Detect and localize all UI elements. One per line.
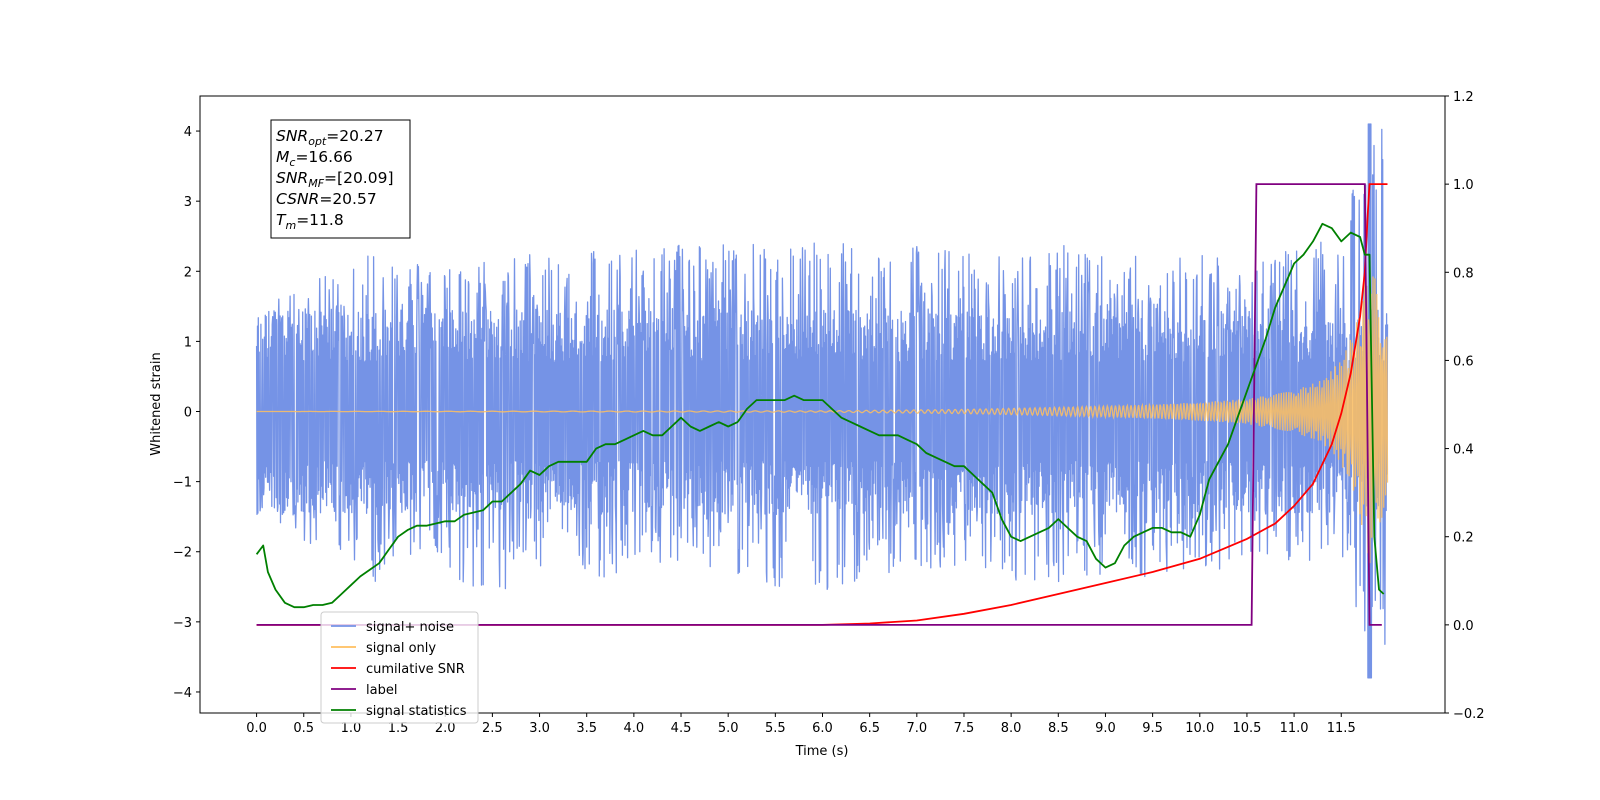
legend-entry-label: signal statistics xyxy=(366,704,467,719)
annotation-line: CSNR=20.57 xyxy=(276,190,377,208)
legend-entry-label: cumilative SNR xyxy=(366,662,465,677)
y-tick-label-right: 1.0 xyxy=(1453,178,1474,193)
series-layer xyxy=(255,123,1389,679)
y-tick-label-left: 4 xyxy=(184,125,192,140)
annotation-value: =[20.09] xyxy=(324,169,393,187)
x-tick-label: 10.5 xyxy=(1232,721,1261,736)
x-tick-label: 8.0 xyxy=(1001,721,1022,736)
x-tick-label: 2.5 xyxy=(482,721,503,736)
x-tick-label: 0.5 xyxy=(293,721,314,736)
y-tick-label-right: 0.4 xyxy=(1453,443,1474,458)
y-tick-label-left: 2 xyxy=(184,265,192,280)
series-label xyxy=(256,183,1382,626)
x-tick-label: 10.0 xyxy=(1185,721,1214,736)
y-tick-label-right: 0.8 xyxy=(1453,266,1474,281)
annotation-value: =20.27 xyxy=(326,127,383,145)
x-tick-label: 4.5 xyxy=(671,721,692,736)
left-y-axis: 4 3 2 1 0 −1 −2 −3 −4 xyxy=(173,125,200,701)
y-tick-label-left: 3 xyxy=(184,195,192,210)
annotation-line: SNRMF=[20.09] xyxy=(276,169,394,190)
y-tick-label-left: −2 xyxy=(173,546,192,561)
x-tick-label: 1.5 xyxy=(388,721,409,736)
x-tick-label: 9.0 xyxy=(1095,721,1116,736)
legend-entry-label: label xyxy=(366,683,397,698)
x-tick-label: 5.0 xyxy=(718,721,739,736)
x-tick-label: 0.0 xyxy=(246,721,267,736)
x-tick-label: 2.0 xyxy=(435,721,456,736)
x-tick-label: 6.0 xyxy=(812,721,833,736)
annotation-box: SNRopt=20.27Mc=16.66SNRMF=[20.09]CSNR=20… xyxy=(270,119,411,239)
annotation-value: =11.8 xyxy=(296,211,344,229)
y-tick-label-right: 0.2 xyxy=(1453,531,1474,546)
series-signal-plus-noise xyxy=(255,123,1389,679)
x-tick-label: 4.0 xyxy=(624,721,645,736)
x-axis-label: Time (s) xyxy=(795,744,849,759)
y-tick-label-left: −1 xyxy=(173,476,192,491)
series-signal-statistics xyxy=(255,222,1385,609)
y-tick-label-left: 0 xyxy=(184,406,192,421)
annotation-line: SNRopt=20.27 xyxy=(276,127,384,148)
annotation-variable: M xyxy=(276,148,289,166)
x-tick-label: 6.5 xyxy=(859,721,880,736)
right-y-axis: 1.2 1.0 0.8 0.6 0.4 0.2 0.0 −0.2 xyxy=(1445,90,1485,722)
legend-frame xyxy=(320,611,479,724)
annotation-subscript: opt xyxy=(308,135,327,148)
legend-entry-label: signal only xyxy=(366,641,436,656)
legend: signal+ noise signal only cumilative SNR la… xyxy=(320,611,479,724)
annotation-value: =20.57 xyxy=(319,190,376,208)
x-tick-label: 3.5 xyxy=(576,721,597,736)
y-tick-label-left: −3 xyxy=(173,616,192,631)
annotation-subscript: m xyxy=(285,219,296,232)
y-tick-label-right: 1.2 xyxy=(1453,90,1474,105)
annotation-variable: SNR xyxy=(276,169,308,187)
y-axis-label: Whitened strain xyxy=(149,352,164,455)
x-tick-label: 11.0 xyxy=(1280,721,1309,736)
x-tick-label: 3.0 xyxy=(529,721,550,736)
legend-entry-label: signal+ noise xyxy=(366,620,454,635)
y-tick-label-left: −4 xyxy=(173,686,192,701)
annotation-box-frame xyxy=(270,119,411,239)
y-tick-label-left: 1 xyxy=(184,335,192,350)
annotation-variable: T xyxy=(276,211,287,229)
x-axis: 0.0 0.5 1.0 1.5 2.0 2.5 3.0 3.5 4.0 4.5 5.0 5.5 6.0 6… xyxy=(246,713,1356,736)
annotation-value: =16.66 xyxy=(295,148,352,166)
y-tick-label-right: −0.2 xyxy=(1453,707,1485,722)
x-tick-label: 7.0 xyxy=(906,721,927,736)
annotation-variable: CSNR xyxy=(276,190,319,208)
x-tick-label: 9.5 xyxy=(1142,721,1163,736)
x-tick-label: 1.0 xyxy=(341,721,362,736)
annotation-subscript: MF xyxy=(308,177,324,190)
annotation-subscript: c xyxy=(289,156,295,169)
annotation-variable: SNR xyxy=(276,127,308,145)
annotation-line: Tm=11.8 xyxy=(276,211,344,232)
x-tick-label: 8.5 xyxy=(1048,721,1069,736)
x-tick-label: 5.5 xyxy=(765,721,786,736)
y-tick-label-right: 0.6 xyxy=(1453,354,1474,369)
series-signal-only xyxy=(256,276,1389,564)
annotation-line: Mc=16.66 xyxy=(276,148,353,169)
x-tick-label: 7.5 xyxy=(954,721,975,736)
y-tick-label-right: 0.0 xyxy=(1453,619,1474,634)
x-tick-label: 11.5 xyxy=(1327,721,1356,736)
